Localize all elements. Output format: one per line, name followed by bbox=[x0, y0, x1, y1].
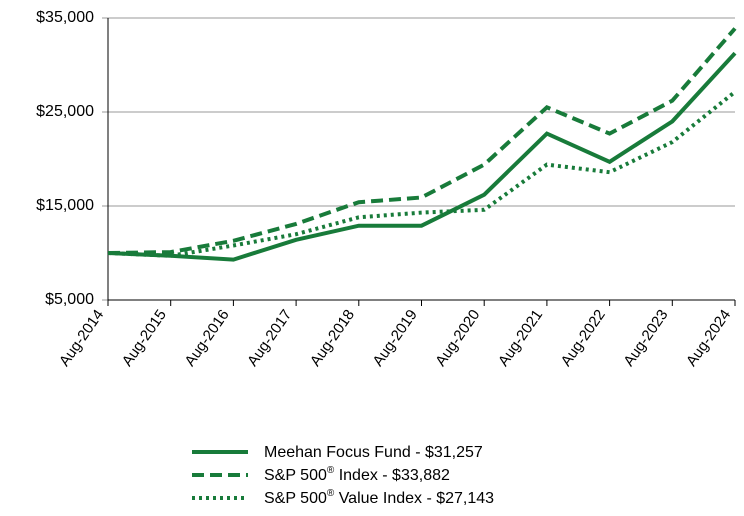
y-tick-label: $25,000 bbox=[36, 103, 94, 120]
legend-label-sp500value: S&P 500® Value Index - $27,143 bbox=[264, 488, 494, 508]
x-tick-label: Aug-2014 bbox=[56, 307, 107, 370]
legend-label-sp500: S&P 500® Index - $33,882 bbox=[264, 465, 450, 485]
x-tick-label: Aug-2024 bbox=[683, 307, 734, 370]
growth-chart: $5,000$15,000$25,000$35,000Aug-2014Aug-2… bbox=[0, 0, 744, 516]
x-tick-label: Aug-2018 bbox=[307, 307, 358, 370]
series-meehan bbox=[108, 53, 735, 259]
x-tick-label: Aug-2023 bbox=[620, 307, 671, 370]
y-tick-label: $35,000 bbox=[36, 9, 94, 26]
x-tick-label: Aug-2015 bbox=[119, 307, 170, 370]
x-tick-label: Aug-2022 bbox=[558, 307, 609, 370]
x-tick-label: Aug-2017 bbox=[244, 307, 295, 370]
y-tick-label: $5,000 bbox=[45, 291, 94, 308]
legend-label-meehan: Meehan Focus Fund - $31,257 bbox=[264, 444, 483, 461]
x-tick-label: Aug-2020 bbox=[432, 307, 483, 370]
x-tick-label: Aug-2019 bbox=[370, 307, 421, 370]
chart-svg: $5,000$15,000$25,000$35,000Aug-2014Aug-2… bbox=[0, 0, 744, 516]
x-tick-label: Aug-2016 bbox=[181, 307, 232, 370]
x-tick-label: Aug-2021 bbox=[495, 307, 546, 370]
y-tick-label: $15,000 bbox=[36, 197, 94, 214]
